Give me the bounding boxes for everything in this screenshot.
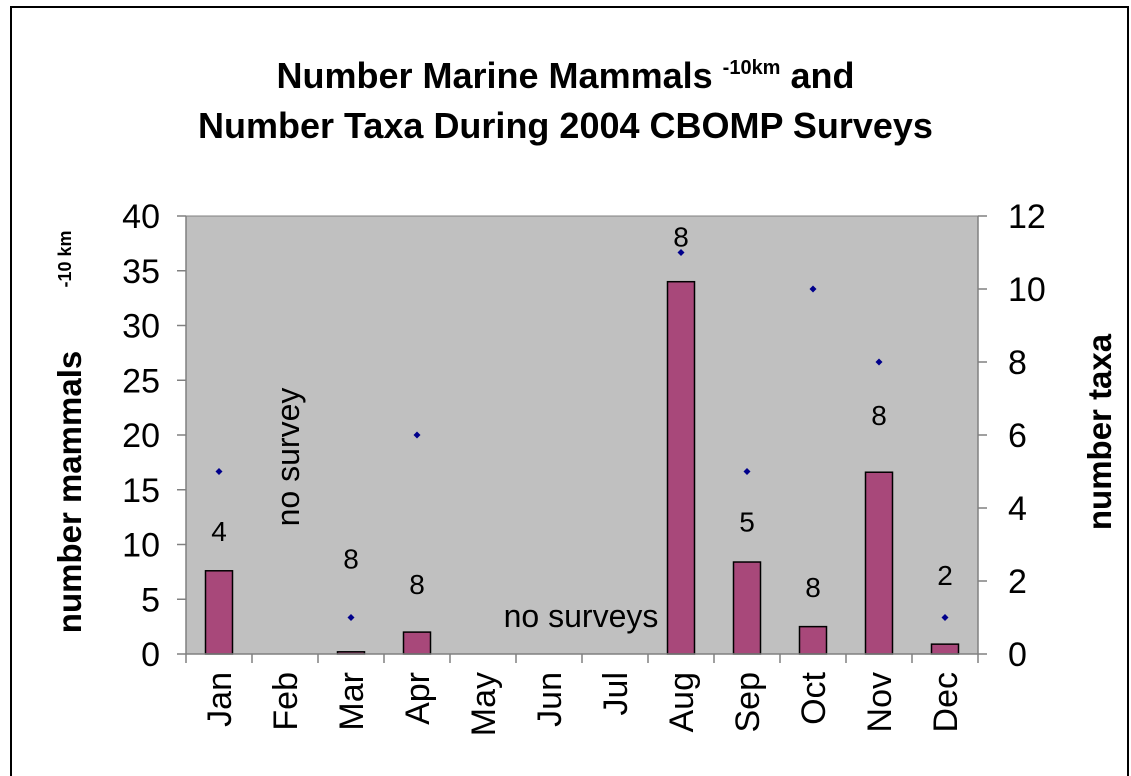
annotation-no-surveys: no surveys (504, 598, 659, 634)
left-tick-label: 30 (122, 308, 160, 346)
x-tick-label: Sep (729, 672, 767, 733)
chart-title: Number Marine Mammals -10km and (0, 55, 1131, 97)
x-tick-label: Jun (531, 672, 569, 727)
data-label-aug: 8 (673, 222, 689, 253)
x-tick-label: Apr (399, 672, 437, 725)
chart-subtitle: Number Taxa During 2004 CBOMP Surveys (198, 105, 933, 146)
bar-nov (864, 471, 894, 655)
y2-axis-title: number taxa (1081, 333, 1118, 530)
y-axis-title: number mammals (51, 351, 88, 633)
left-tick-label: 20 (122, 417, 160, 455)
data-labels-group: 4 8 8 8 5 8 8 2 (211, 222, 953, 603)
bar-sep (732, 561, 762, 655)
y-axis-unit: -10 km (55, 230, 75, 287)
data-label-dec: 2 (937, 560, 953, 591)
left-tick-label: 15 (122, 472, 160, 510)
left-tick-label: 5 (141, 581, 160, 619)
point-oct (809, 285, 817, 293)
x-tick-label: Feb (267, 672, 305, 731)
x-tick-label: Dec (927, 672, 965, 732)
data-label-jan: 4 (211, 516, 227, 547)
right-tick-label: 10 (1008, 271, 1046, 309)
data-label-nov: 8 (871, 400, 887, 431)
bar-oct (798, 625, 828, 655)
x-axis: Jan Feb Mar Apr May Jun Jul Aug Sep Oct Nov Dec (185, 653, 979, 736)
x-tick-label: Nov (861, 672, 899, 732)
title-main: Number Marine Mammals (276, 55, 713, 96)
bar-jan (204, 570, 234, 655)
right-tick-label: 2 (1008, 563, 1027, 601)
bar-dec (930, 643, 960, 655)
left-tick-label: 40 (122, 198, 160, 236)
left-tick-label: 10 (122, 527, 160, 565)
left-axis: 0 5 10 15 20 25 30 35 40 (122, 198, 187, 674)
bar-aug (666, 280, 696, 655)
bars-group (204, 280, 960, 655)
x-tick-label: Oct (795, 671, 833, 724)
right-tick-label: 12 (1008, 198, 1046, 236)
right-tick-label: 0 (1008, 636, 1027, 674)
points-group (215, 249, 949, 621)
annotation-no-survey: no survey (270, 388, 306, 527)
axis-titles: number mammals -10 km number taxa (51, 230, 1118, 633)
x-tick-label: Jul (597, 672, 635, 715)
right-tick-label: 6 (1008, 417, 1027, 455)
x-tick-label: Jan (201, 672, 239, 727)
data-label-mar: 8 (343, 544, 359, 575)
point-apr (413, 431, 421, 439)
left-tick-label: 35 (122, 253, 160, 291)
plot-area (185, 215, 979, 655)
bar-apr (402, 631, 432, 655)
point-sep (743, 468, 751, 475)
right-tick-label: 8 (1008, 344, 1027, 382)
point-mar (347, 614, 355, 621)
x-tick-label: May (465, 672, 503, 736)
x-tick-label: Aug (663, 672, 701, 733)
data-label-oct: 8 (805, 572, 821, 603)
point-dec (941, 614, 949, 621)
left-tick-label: 25 (122, 362, 160, 400)
point-jan (215, 468, 223, 475)
point-aug (677, 249, 685, 256)
right-axis: 0 2 4 6 8 10 12 (977, 198, 1046, 674)
point-nov (875, 358, 883, 366)
left-tick-label: 0 (141, 636, 160, 674)
data-label-sep: 5 (739, 506, 755, 537)
x-tick-label: Mar (333, 672, 371, 731)
data-label-apr: 8 (409, 569, 425, 600)
right-tick-label: 4 (1008, 490, 1027, 528)
title-superscript: -10km (722, 57, 781, 79)
title-rest: and (790, 55, 855, 96)
